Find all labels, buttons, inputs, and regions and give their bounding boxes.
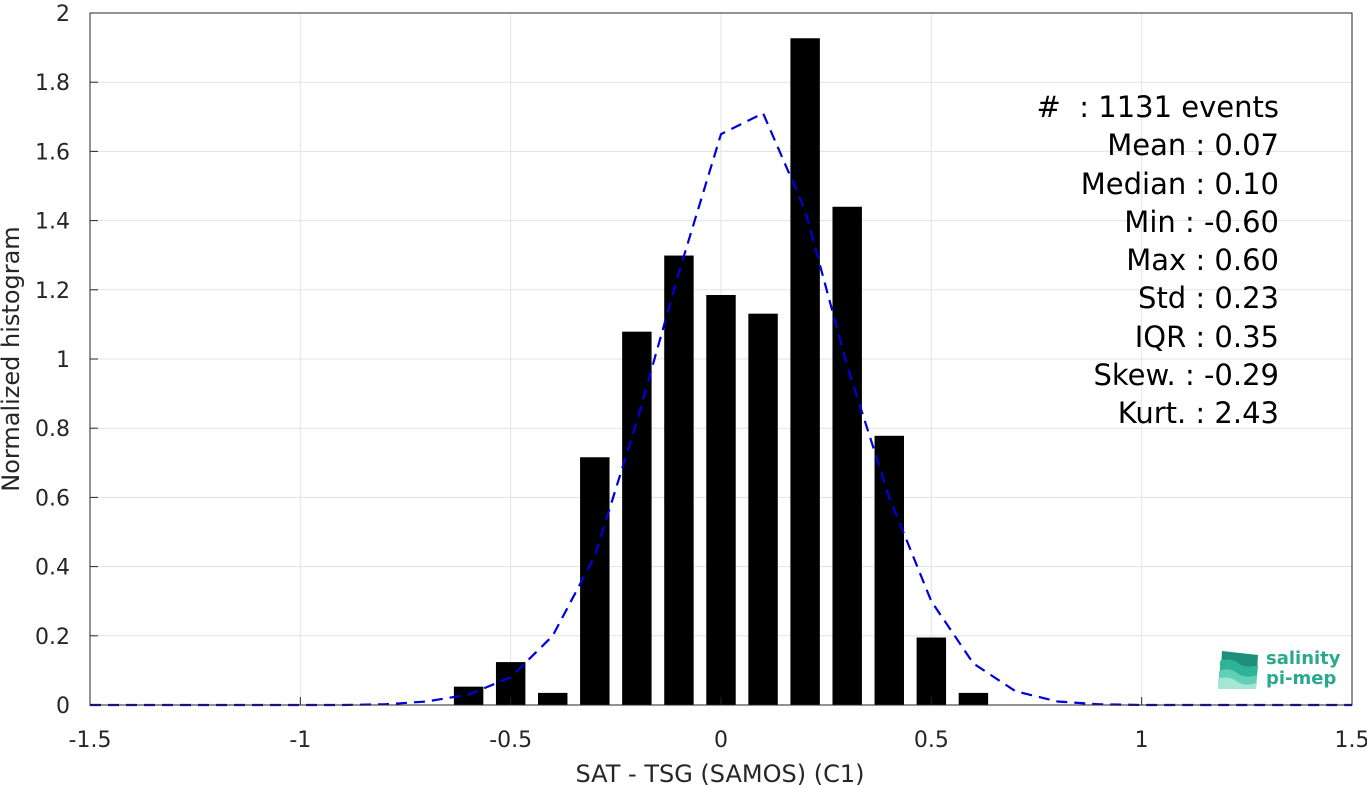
- stat-iqr: IQR : 0.35: [1134, 319, 1279, 354]
- x-tick-label-6: 1.5: [1335, 728, 1367, 753]
- y-tick-label-0: 0: [56, 694, 70, 719]
- histogram-bar-9: [832, 206, 862, 705]
- histogram-bar-10: [874, 435, 904, 705]
- x-tick-label-5: 1: [1135, 728, 1149, 753]
- histogram-bar-6: [706, 294, 736, 705]
- histogram-bar-8: [790, 38, 820, 706]
- histogram-bar-2: [538, 692, 568, 705]
- stat-events: # : 1131 events: [1036, 90, 1279, 124]
- histogram-bar-7: [748, 313, 778, 705]
- x-axis-ticks: -1.5 -1 -0.5 0 0.5 1 1.5: [69, 697, 1367, 753]
- x-tick-label-3: 0: [714, 728, 728, 753]
- logo-text-salinity: salinity: [1266, 648, 1341, 669]
- y-tick-label-6: 1.2: [35, 279, 70, 304]
- y-tick-label-5: 1: [56, 348, 70, 373]
- x-tick-label-2: -0.5: [489, 728, 532, 753]
- histogram-bar-4: [622, 331, 652, 705]
- x-tick-label-1: -1: [289, 728, 311, 753]
- salinity-pimep-logo: salinity pi-mep: [1216, 645, 1346, 695]
- histogram-bars: [453, 38, 989, 706]
- y-tick-label-7: 1.4: [35, 210, 70, 235]
- x-axis-label: SAT - TSG (SAMOS) (C1): [576, 760, 865, 785]
- y-axis-ticks: 0 0.2 0.4 0.6 0.8 1 1.2 1.4 1.6 1.8 2: [35, 2, 98, 719]
- y-tick-label-4: 0.8: [35, 417, 70, 442]
- y-axis-label: Normalized histogram: [0, 226, 25, 491]
- y-tick-label-8: 1.6: [35, 140, 70, 165]
- stat-mean: Mean : 0.07: [1107, 128, 1279, 163]
- logo-wave-icon: [1218, 651, 1258, 689]
- stat-kurt: Kurt. : 2.43: [1117, 396, 1279, 431]
- stats-box: # : 1131 events Mean : 0.07 Median : 0.1…: [1037, 88, 1279, 433]
- histogram-bar-12: [958, 692, 989, 705]
- stat-median: Median : 0.10: [1080, 166, 1279, 201]
- histogram-bar-3: [580, 457, 610, 705]
- stat-min: Min : -0.60: [1124, 204, 1279, 239]
- y-tick-label-2: 0.4: [35, 556, 70, 581]
- stat-std: Std : 0.23: [1138, 281, 1279, 316]
- logo-text-pimep: pi-mep: [1266, 668, 1337, 689]
- histogram-bar-11: [916, 637, 947, 705]
- y-tick-label-1: 0.2: [35, 625, 70, 650]
- fit-curve: [90, 111, 1352, 707]
- stat-skew: Skew. : -0.29: [1093, 358, 1279, 393]
- stat-max: Max : 0.60: [1126, 243, 1279, 278]
- x-tick-label-0: -1.5: [69, 728, 112, 753]
- y-tick-label-9: 1.8: [35, 71, 70, 96]
- histogram-bar-5: [664, 255, 694, 705]
- x-tick-label-4: 0.5: [914, 728, 949, 753]
- y-tick-label-3: 0.6: [35, 486, 70, 511]
- y-tick-label-10: 2: [56, 2, 70, 27]
